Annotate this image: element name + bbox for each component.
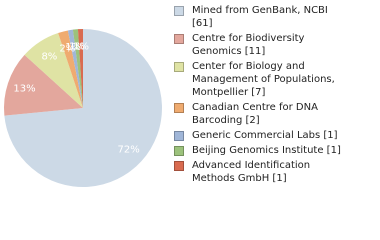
slice-label: 1% (65, 42, 81, 53)
pie-slice (4, 29, 162, 187)
legend-swatch (174, 131, 184, 141)
legend-label: Centre for Biodiversity Genomics [11] (192, 33, 305, 57)
legend-item: Center for Biology and Management of Pop… (174, 60, 374, 99)
legend-swatch (174, 34, 184, 44)
legend-label: Mined from GenBank, NCBI [61] (192, 5, 328, 29)
slice-label: 8% (41, 51, 57, 62)
slice-label: 1% (69, 42, 85, 53)
pie-slice (4, 54, 84, 116)
legend-item: Canadian Centre for DNA Barcoding [2] (174, 101, 374, 127)
legend-label: Advanced Identification Methods GmbH [1] (192, 160, 311, 184)
legend-swatch (174, 161, 184, 171)
legend-swatch (174, 62, 184, 72)
pie-slice (67, 29, 83, 108)
legend: Mined from GenBank, NCBI [61] Centre for … (174, 4, 374, 187)
slice-label: 2% (59, 43, 75, 54)
legend-item: Centre for Biodiversity Genomics [11] (174, 32, 374, 58)
legend-label: Generic Commercial Labs [1] (192, 130, 338, 141)
legend-swatch (174, 146, 184, 156)
legend-item: Advanced Identification Methods GmbH [1] (174, 159, 374, 185)
legend-label: Beijing Genomics Institute [1] (192, 145, 341, 156)
slice-label: 13% (13, 84, 35, 95)
pie-slice (58, 30, 83, 109)
pie-slice (24, 33, 84, 108)
legend-item: Generic Commercial Labs [1] (174, 129, 374, 142)
pie-slice (77, 29, 83, 108)
slice-label: 72% (117, 144, 139, 155)
slice-label: 1% (73, 41, 89, 52)
legend-swatch (174, 103, 184, 113)
pie-slice (72, 29, 83, 108)
pie: 72% 13% 8%2%1%1%1% (4, 29, 162, 187)
legend-item: Beijing Genomics Institute [1] (174, 144, 374, 157)
legend-swatch (174, 6, 184, 16)
legend-item: Mined from GenBank, NCBI [61] (174, 4, 374, 30)
legend-label: Canadian Centre for DNA Barcoding [2] (192, 102, 318, 126)
legend-label: Center for Biology and Management of Pop… (192, 61, 335, 98)
